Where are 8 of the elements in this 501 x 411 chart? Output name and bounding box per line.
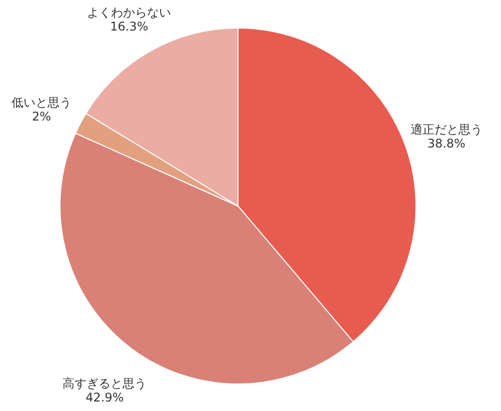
data-label: 42.9% [86, 390, 124, 405]
data-label: 2% [32, 110, 51, 124]
slice-label: よくわからない [87, 5, 172, 20]
data-label: 16.3% [110, 19, 148, 34]
slice-label: 適正だと思う [410, 122, 482, 136]
slice-label: 高すぎると思う [62, 376, 147, 391]
slice-label: 低いと思う [11, 96, 72, 110]
data-label: 38.8% [427, 136, 466, 150]
